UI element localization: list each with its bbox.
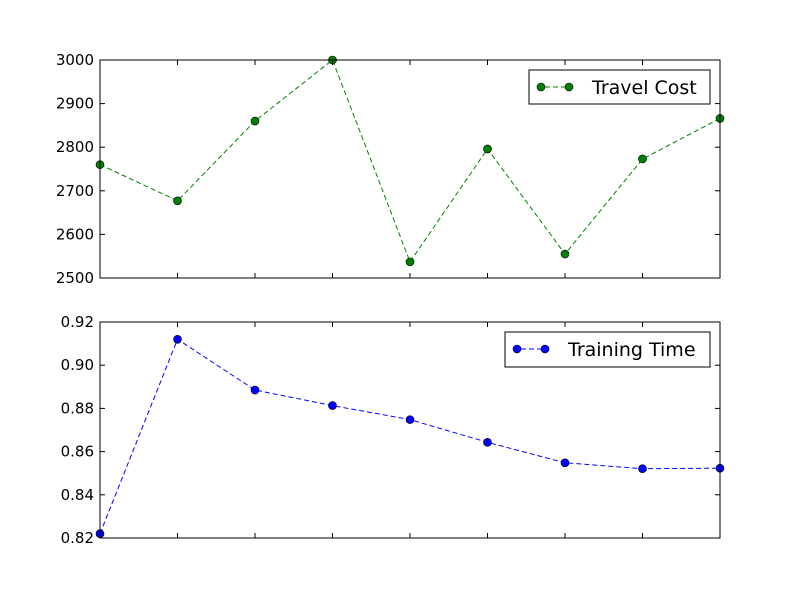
travel-cost-axes: 2500 2600 2700 2800 2900 3000 Travel Cost xyxy=(56,51,725,287)
travel-cost-legend-marker xyxy=(564,82,574,92)
training-time-y-tick-label: 0.90 xyxy=(61,356,94,374)
travel-cost-y-tick-label: 2900 xyxy=(56,95,94,113)
training-time-data-point xyxy=(328,401,337,410)
training-time-data-point xyxy=(560,458,570,468)
travel-cost-y-tick-label: 2800 xyxy=(56,138,94,156)
travel-cost-y-tick-label: 2500 xyxy=(56,269,94,287)
training-time-y-ticks: 0.82 0.84 0.86 0.88 0.90 0.92 xyxy=(61,313,721,547)
training-time-data-point xyxy=(250,385,260,395)
training-time-legend-marker xyxy=(540,344,550,354)
travel-cost-data-point xyxy=(405,257,415,267)
travel-cost-y-tick-label: 2700 xyxy=(56,182,94,200)
travel-cost-legend-marker xyxy=(536,82,546,92)
travel-cost-series-line xyxy=(99,59,721,263)
training-time-data-point xyxy=(405,415,415,424)
travel-cost-legend-box xyxy=(528,69,711,105)
training-time-legend-label: Training Time xyxy=(567,339,696,361)
travel-cost-legend-label: Travel Cost xyxy=(591,77,697,99)
training-time-data-point xyxy=(173,334,182,344)
training-time-y-tick-label: 0.86 xyxy=(61,443,94,461)
training-time-y-tick-label: 0.82 xyxy=(61,529,94,547)
training-time-y-tick-label: 0.88 xyxy=(61,399,94,417)
travel-cost-data-point xyxy=(483,144,492,154)
training-time-legend-marker xyxy=(512,344,522,354)
travel-cost-data-point xyxy=(560,249,570,259)
training-time-axes: 0.82 0.84 0.86 0.88 0.90 0.92 Training Time xyxy=(61,313,725,547)
training-time-y-tick-label: 0.92 xyxy=(61,313,94,331)
travel-cost-y-ticks: 2500 2600 2700 2800 2900 3000 xyxy=(56,51,721,287)
travel-cost-y-tick-label: 3000 xyxy=(56,51,94,69)
training-time-series-layer xyxy=(95,334,725,538)
training-time-legend: Training Time xyxy=(504,331,711,368)
travel-cost-data-point xyxy=(638,154,647,164)
travel-cost-data-point xyxy=(173,196,182,206)
training-time-y-tick-label: 0.84 xyxy=(61,486,94,504)
travel-cost-y-tick-label: 2600 xyxy=(56,225,94,243)
training-time-data-point xyxy=(483,438,492,447)
training-time-data-point xyxy=(638,464,647,473)
travel-cost-data-point xyxy=(250,116,260,126)
travel-cost-legend: Travel Cost xyxy=(528,69,711,105)
